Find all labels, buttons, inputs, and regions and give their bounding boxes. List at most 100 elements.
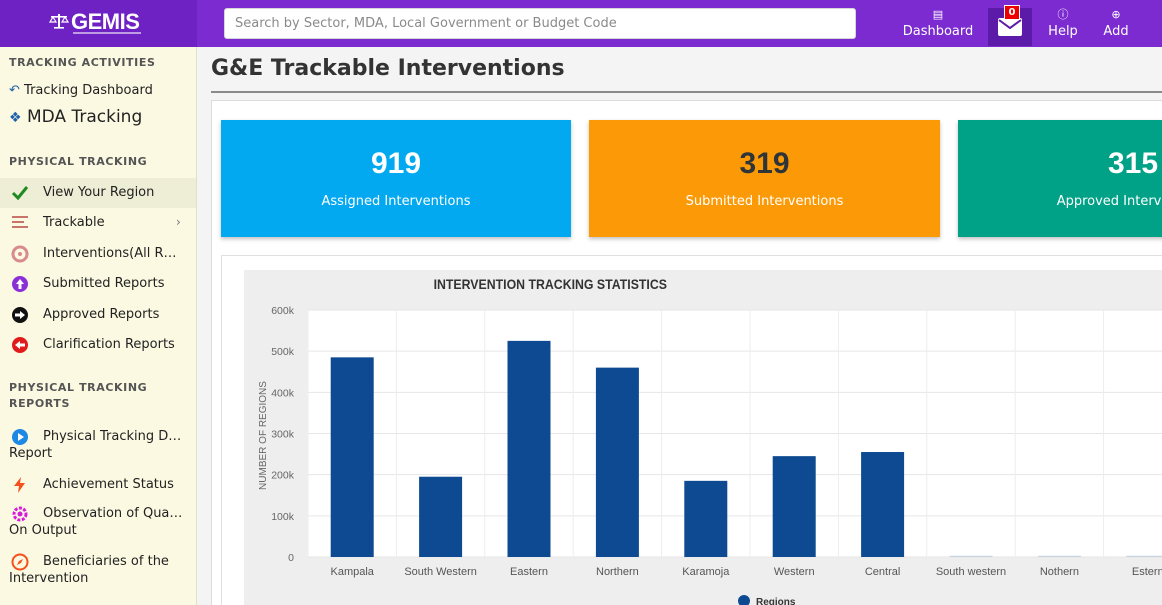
stat-card-submitted[interactable]: 319 Submitted Interventions <box>589 120 940 237</box>
section-line-1: PHYSICAL TRACKING <box>9 381 148 394</box>
dashboard-icon: ▤ <box>932 8 944 21</box>
legend-marker <box>738 595 750 605</box>
scales-logo-icon <box>49 14 69 29</box>
legend-label: Regions <box>756 597 796 605</box>
arrow-right-circle-icon <box>12 307 28 323</box>
list-lines-icon <box>12 216 28 228</box>
stat-card-approved[interactable]: 315 Approved Interventions <box>958 120 1162 237</box>
x-tick-label: Karamoja <box>682 566 730 578</box>
stat-label: Assigned Interventions <box>321 194 471 209</box>
y-tick-label: 100k <box>271 511 295 523</box>
sidebar-item-label: Achievement Status <box>43 477 174 492</box>
stat-card-assigned[interactable]: 919 Assigned Interventions <box>221 120 571 237</box>
x-tick-label: South Western <box>404 566 477 578</box>
section-line-2: REPORTS <box>9 397 70 410</box>
x-tick-label: Central <box>865 566 900 578</box>
bar <box>1126 555 1162 557</box>
sidebar-item-physical-tracking-report[interactable]: Physical Tracking D… Report <box>0 425 196 465</box>
checkmark-icon <box>11 186 29 201</box>
sidebar-item-label: View Your Region <box>43 185 155 200</box>
bar <box>772 456 816 557</box>
y-tick-label: 600k <box>271 305 295 317</box>
sidebar-item-label: Tracking Dashboard <box>24 83 153 98</box>
x-tick-label: Kampala <box>330 566 374 578</box>
sidebar-item-label-cont: On Output <box>9 523 77 538</box>
sidebar-item-label: MDA Tracking <box>26 107 143 127</box>
sidebar-item-label: Trackable <box>43 215 105 230</box>
sidebar-item-label: Interventions(All R… <box>43 246 177 261</box>
stat-value: 319 <box>739 147 790 180</box>
nav-dashboard[interactable]: ▤ Dashboard <box>897 0 979 47</box>
sidebar-item-submitted-reports[interactable]: Submitted Reports <box>0 269 196 299</box>
top-bar: GEMIS ▤ Dashboard 0 ⓘ Help ⊕ Add <box>0 0 1162 47</box>
envelope-icon <box>998 18 1022 36</box>
x-tick-label: Western <box>774 566 815 578</box>
compass-icon <box>11 553 29 571</box>
sidebar-item-mda-tracking[interactable]: ❖ MDA Tracking <box>9 107 142 127</box>
x-tick-label: Nothern <box>1040 566 1079 578</box>
bar <box>507 340 551 557</box>
sidebar-item-clarification-reports[interactable]: Clarification Reports <box>0 330 196 360</box>
app-name: GEMIS <box>71 9 140 34</box>
nav-add-label: Add <box>1103 24 1129 39</box>
sidebar-item-label: Beneficiaries of the <box>43 554 169 569</box>
x-tick-label: Estern <box>1132 566 1162 578</box>
sidebar-item-label: Submitted Reports <box>43 276 165 291</box>
nav-help[interactable]: ⓘ Help <box>1042 0 1084 47</box>
sidebar-item-interventions-all[interactable]: Interventions(All R… <box>0 239 196 269</box>
nav-dashboard-label: Dashboard <box>902 24 974 39</box>
stat-label: Submitted Interventions <box>685 194 844 209</box>
sidebar-item-approved-reports[interactable]: Approved Reports <box>0 300 196 330</box>
bar <box>684 480 728 557</box>
plus-circle-icon: ⊕ <box>1111 8 1121 21</box>
stat-value: 919 <box>370 147 422 180</box>
page-title: G&E Trackable Interventions <box>211 56 565 81</box>
search-input[interactable] <box>224 8 856 39</box>
sidebar-item-label-cont: Report <box>9 446 53 461</box>
info-icon: ⓘ <box>1057 8 1069 21</box>
x-tick-label: Eastern <box>510 566 548 578</box>
bar-chart: 0 100k 200k 300k 400k 500k 600k Kampala South We… <box>258 305 1162 605</box>
bar <box>595 367 639 557</box>
chart-title: INTERVENTION TRACKING STATISTICS <box>433 276 667 292</box>
sidebar-item-beneficiaries[interactable]: Beneficiaries of the Intervention <box>0 550 196 590</box>
section-physical-tracking-reports: PHYSICAL TRACKING REPORTS <box>9 380 147 412</box>
sidebar: TRACKING ACTIVITIES ↶ Tracking Dashboard… <box>0 47 197 605</box>
messages-button[interactable]: 0 <box>988 5 1032 46</box>
bar <box>861 452 905 557</box>
sidebar-item-trackable[interactable]: Trackable › <box>0 208 196 238</box>
y-tick-label: 400k <box>271 387 295 399</box>
section-tracking-activities: TRACKING ACTIVITIES <box>9 56 156 69</box>
sidebar-item-label: Clarification Reports <box>43 337 175 352</box>
bar <box>330 357 374 557</box>
bar <box>949 555 993 557</box>
sidebar-item-label: Approved Reports <box>43 307 160 322</box>
gear-icon <box>12 506 28 522</box>
nav-add[interactable]: ⊕ Add <box>1096 0 1136 47</box>
aperture-icon <box>11 245 29 263</box>
sidebar-item-observation-of-quality[interactable]: Observation of Qua… On Output <box>0 502 196 542</box>
cubes-icon: ❖ <box>9 110 22 126</box>
sidebar-item-label-cont: Intervention <box>9 571 89 586</box>
sidebar-item-tracking-dashboard[interactable]: ↶ Tracking Dashboard <box>9 83 153 98</box>
y-axis-label: NUMBER OF REGIONS <box>258 381 269 490</box>
app-logo[interactable]: GEMIS <box>0 0 197 47</box>
nav-help-label: Help <box>1048 24 1078 39</box>
chevron-right-icon: › <box>176 215 181 229</box>
title-divider <box>211 91 1162 93</box>
arrow-left-circle-icon <box>12 337 28 353</box>
chart-plot-area: 0 100k 200k 300k 400k 500k 600k Kampala South We… <box>244 270 1162 605</box>
sidebar-item-view-region[interactable]: View Your Region <box>0 178 196 208</box>
sidebar-item-label: Observation of Qua… <box>43 506 183 521</box>
bar <box>1037 555 1081 557</box>
y-tick-label: 500k <box>271 346 295 358</box>
sidebar-item-achievement-status[interactable]: Achievement Status <box>0 472 196 502</box>
arrow-up-circle-icon <box>12 276 28 292</box>
y-tick-label: 0 <box>288 552 294 564</box>
lightning-icon <box>14 477 25 493</box>
x-tick-label: Northern <box>596 566 639 578</box>
stat-label: Approved Interventions <box>1056 194 1162 209</box>
y-tick-label: 200k <box>271 470 295 482</box>
y-tick-label: 300k <box>271 429 295 441</box>
stat-value: 315 <box>1107 147 1159 180</box>
